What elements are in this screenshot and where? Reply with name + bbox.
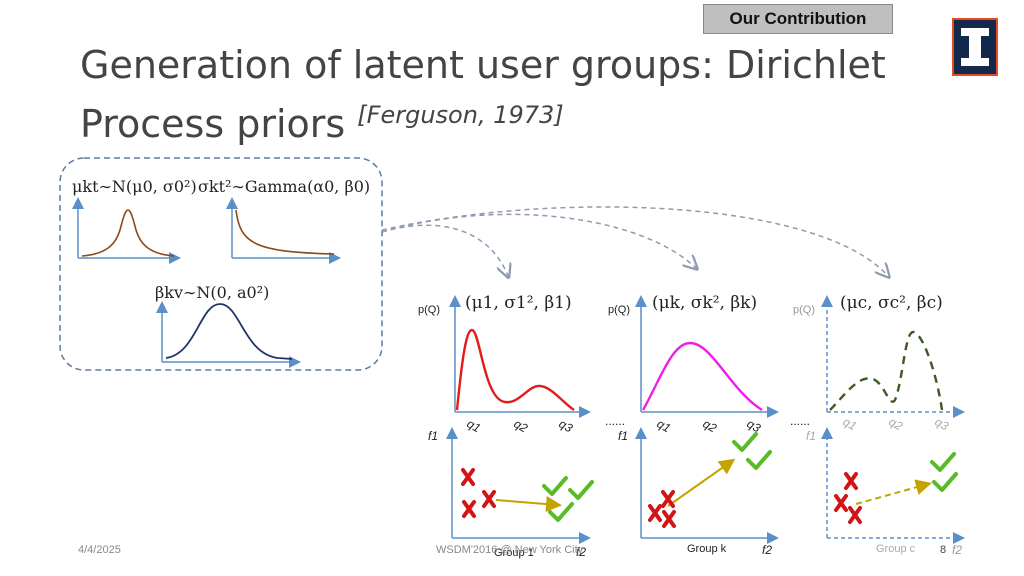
group-k-q2: q2 [701, 416, 720, 435]
sigma-prior-plot [226, 197, 341, 264]
footer-date: 4/4/2025 [78, 544, 121, 556]
group-1-check-marks [542, 476, 594, 522]
group-1-ylabel: p(Q) [418, 304, 440, 316]
group-k-check-marks [732, 432, 772, 470]
group-1-q3: q3 [557, 416, 576, 435]
group-k-ylabel: p(Q) [608, 304, 630, 316]
slide-title-text: Generation of latent user groups: Dirich… [80, 43, 886, 146]
beta-prior-label: βkv∼N(0, a0²) [155, 283, 269, 302]
group-1-params: (μ1, σ1², β1) [465, 293, 572, 313]
group-k-name: Group k [687, 543, 727, 555]
group-k-cross-marks [648, 490, 676, 528]
group-k-params: (μk, σk², βk) [652, 293, 757, 313]
group-1-trend-arrow [495, 496, 562, 513]
beta-prior-plot [156, 301, 301, 368]
prior-box [59, 157, 383, 371]
group-k-f1-label: f1 [618, 429, 628, 443]
our-contribution-badge: Our Contribution [703, 4, 893, 34]
group-k-q3: q3 [745, 416, 764, 435]
group-k: (μk, σk², βk) p(Q) q1 q2 q3 f1 f2 Group … [608, 293, 779, 557]
group-c-f2-label: f2 [952, 543, 962, 557]
group-c-cross-marks [834, 472, 862, 524]
group-1-q1: q1 [465, 416, 484, 435]
group-1-q2: q2 [512, 416, 531, 435]
group-c-name: Group c [876, 543, 916, 555]
group-1-cross-marks [461, 468, 496, 518]
group-c-ylabel: p(Q) [793, 304, 815, 316]
group-1-f2-label: f2 [576, 545, 586, 559]
group-c-q1: q1 [841, 414, 860, 433]
group-1-f1-label: f1 [428, 429, 438, 443]
university-logo [952, 18, 998, 76]
group-c: (μc, σc², βc) p(Q) q1 q2 q3 f1 f2 Group … [793, 293, 965, 557]
group-k-q1: q1 [655, 416, 674, 435]
group-k-density-curve [641, 341, 763, 412]
slide-title-citation: [Ferguson, 1973] [357, 101, 564, 129]
group-1-name: Group 1 [494, 547, 534, 559]
group-1-density-curve [455, 328, 575, 411]
group-c-params: (μc, σc², βc) [840, 293, 943, 313]
group-k-trend-arrow [667, 458, 736, 507]
group-c-f1-label: f1 [806, 429, 816, 443]
group-c-q3: q3 [933, 414, 952, 433]
group-c-trend-arrow [855, 479, 932, 505]
footer-page-number: 8 [940, 544, 947, 556]
group-k-f2-label: f2 [762, 543, 772, 557]
footer-venue: WSDM'2016 @ New York City [436, 544, 584, 556]
slide-title: Generation of latent user groups: Dirich… [80, 40, 900, 149]
sigma-prior-label: σkt²∼Gamma(α0, β0) [198, 177, 370, 196]
group-c-density-curve [829, 330, 944, 411]
ellipsis-1: ...... [605, 414, 625, 428]
ellipsis-2: ...... [790, 414, 810, 428]
group-c-q2: q2 [887, 414, 906, 433]
mu-prior-plot [72, 197, 181, 264]
group-c-check-marks [930, 452, 958, 492]
group-1: (μ1, σ1², β1) p(Q) q1 q2 q3 f1 f2 Group … [418, 293, 594, 559]
logo-i-icon [961, 28, 989, 66]
mu-prior-label: μkt∼N(μ0, σ0²) [72, 177, 197, 196]
sampling-arrows [381, 206, 888, 276]
